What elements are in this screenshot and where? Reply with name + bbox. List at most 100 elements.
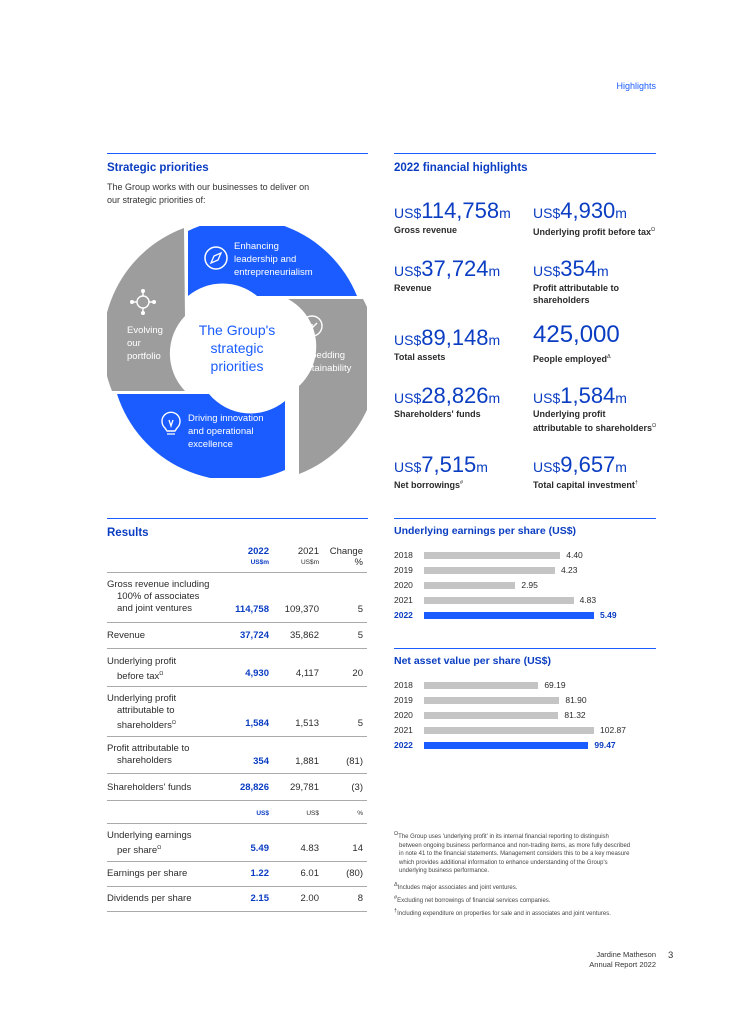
results-divider	[107, 648, 367, 649]
footer-company: Jardine Matheson	[596, 950, 656, 959]
bar-category-2021: 2021	[394, 725, 413, 735]
bar-2021	[424, 597, 574, 604]
footer-report: Annual Report 2022	[589, 960, 656, 969]
bar-2018	[424, 552, 561, 559]
highlight-gross-revenue-label: Gross revenue	[394, 225, 458, 235]
table-row: Underlying profit attributable to sharehol…	[107, 693, 367, 731]
value-2021: 1,513	[295, 718, 319, 729]
highlight-capital-investment-value: US$9,657m	[533, 452, 627, 477]
value-2021: 35,862	[289, 630, 319, 641]
bar-category-2019: 2019	[394, 565, 413, 575]
value-2021: 6.01	[300, 868, 320, 879]
highlight-underlying-profit-attributable-value: US$1,584m	[533, 383, 627, 408]
compass-icon	[203, 245, 229, 271]
bar-category-2020: 2020	[394, 580, 413, 590]
quadrant-2-line-2: sustainability	[297, 363, 352, 374]
bar-2021	[424, 727, 594, 734]
footnote-associates: ΔIncludes major associates and joint ven…	[394, 882, 518, 891]
results-header-row: 2022 2021 Change US$m US$m %	[107, 546, 367, 570]
row-label: Gross revenue including 100% of associate…	[107, 579, 210, 614]
highlight-underlying-profit-label: Underlying profit before taxΩ	[533, 227, 656, 237]
table-row: Gross revenue including 100% of associate…	[107, 579, 367, 619]
highlight-revenue-label: Revenue	[394, 283, 432, 293]
col-change-unit: %	[354, 557, 363, 568]
highlight-capital-investment-label: Total capital investment†	[533, 480, 638, 490]
quadrant-right	[288, 299, 379, 474]
highlight-shareholders-funds-value: US$28,826m	[394, 383, 501, 408]
highlights-title: 2022 financial highlights	[394, 162, 528, 174]
quadrant-4-line-2: our	[127, 338, 141, 349]
quadrant-4-line-3: portfolio	[127, 351, 161, 362]
quadrant-3-line-2: and operational	[188, 426, 254, 437]
quadrant-2-line-1: Embedding	[297, 350, 346, 361]
quadrant-1-line-1: Enhancing	[234, 241, 279, 252]
value-2022: 28,826	[239, 782, 269, 793]
highlight-shareholders-funds-label: Shareholders' funds	[394, 409, 481, 419]
bar-category-2020: 2020	[394, 710, 413, 720]
value-2021: 1,881	[295, 756, 319, 767]
value-2021: 2.00	[300, 893, 320, 904]
highlight-total-assets-label: Total assets	[394, 352, 446, 362]
results-divider	[107, 886, 367, 887]
bar-category-2018: 2018	[394, 680, 413, 690]
page-number: 3	[668, 950, 674, 961]
value-2021: 4,117	[295, 668, 319, 679]
highlights-top-rule	[394, 153, 656, 154]
results-divider	[107, 861, 367, 862]
bar-2019	[424, 567, 555, 574]
value-change: 5	[357, 718, 363, 729]
footnote-net-borrowings: #Excluding net borrowings of financial s…	[394, 895, 551, 904]
value-change: (81)	[346, 756, 363, 767]
bar-2020	[424, 712, 559, 719]
col-2022: 2022	[247, 546, 269, 557]
highlight-total-assets-value: US$89,148m	[394, 325, 501, 350]
bar-value-label-2019: 81.90	[565, 695, 587, 705]
value-2021: 29,781	[289, 782, 319, 793]
donut-center-line-2: strategic	[210, 340, 264, 356]
value-change: 8	[357, 893, 363, 904]
results-divider	[107, 686, 367, 687]
nav-chart-title: Net asset value per share (US$)	[394, 655, 551, 667]
donut-center-line-3: priorities	[210, 358, 264, 374]
value-change: 14	[352, 843, 363, 854]
strategic-intro-line-1: The Group works with our businesses to d…	[107, 182, 310, 192]
results-divider	[107, 800, 367, 801]
table-row: Profit attributable to shareholders 354 1…	[107, 743, 367, 769]
table-row: Earnings per share 1.22 6.01 (80)	[107, 868, 367, 882]
quadrant-4-line-1: Evolving	[127, 325, 163, 336]
highlight-underlying-profit-attributable-label: Underlying profit attributable to shareho…	[533, 409, 657, 433]
highlight-revenue-value: US$37,724m	[394, 256, 501, 281]
results-divider	[107, 911, 367, 912]
bar-value-label-2021: 102.87	[600, 725, 626, 735]
value-2021: 109,370	[284, 604, 319, 615]
value-change: 5	[357, 604, 363, 615]
highlight-profit-attributable-label: Profit attributable to shareholders	[533, 283, 619, 305]
footnote-underlying-profit: ΩThe Group uses 'underlying profit' in i…	[394, 831, 631, 874]
value-2022: 1.22	[250, 868, 270, 879]
table-row: Underlying profit before taxΩ 4,930 4,117…	[107, 656, 367, 682]
results-divider	[107, 773, 367, 774]
bar-value-label-2020: 81.32	[564, 710, 586, 720]
results-title: Results	[107, 527, 149, 539]
quadrant-1-line-2: leadership and	[234, 254, 297, 265]
highlight-people-employed-label: People employedΔ	[533, 354, 611, 364]
bar-value-label-2020: 2.95	[521, 580, 538, 590]
value-change: (3)	[351, 782, 363, 793]
results-top-rule	[107, 518, 368, 519]
bar-value-label-2018: 4.40	[566, 550, 583, 560]
highlight-underlying-profit-value: US$4,930m	[533, 198, 627, 223]
quadrant-bottom	[117, 394, 285, 481]
bar-category-2018: 2018	[394, 550, 413, 560]
bar-value-label-2022: 99.47	[594, 740, 616, 750]
strategic-intro-line-2: our strategic priorities of:	[107, 195, 206, 205]
row-label: Underlying earnings per shareΩ	[107, 830, 192, 857]
nav-bar-chart: 2018 69.19 2019 81.90 2020 81.32 2021 102.87 202…	[394, 678, 656, 758]
bar-value-label-2021: 4.83	[579, 595, 597, 605]
results-divider	[107, 572, 367, 573]
bar-2022	[424, 742, 589, 749]
unit-change: %	[357, 810, 363, 817]
bar-category-2019: 2019	[394, 695, 413, 705]
col-2021: 2021	[297, 546, 319, 557]
row-label: Profit attributable to shareholders	[107, 743, 190, 766]
quadrant-left	[102, 228, 185, 391]
